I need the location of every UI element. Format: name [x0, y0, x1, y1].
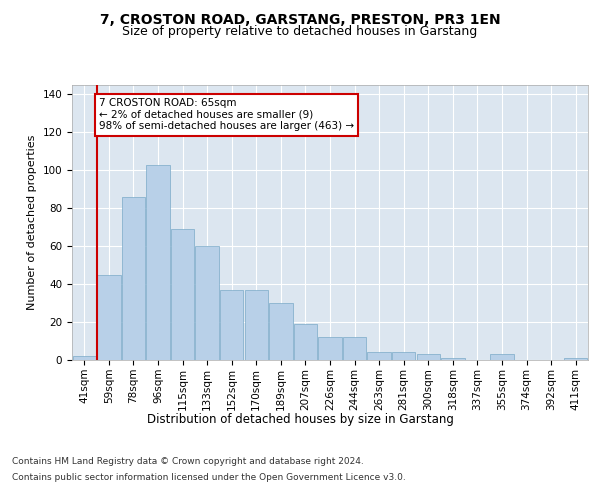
Bar: [343, 337, 366, 360]
Bar: [367, 352, 391, 360]
Bar: [564, 358, 587, 360]
Bar: [294, 324, 317, 360]
Text: Distribution of detached houses by size in Garstang: Distribution of detached houses by size …: [146, 412, 454, 426]
Bar: [73, 356, 96, 360]
Bar: [171, 229, 194, 360]
Bar: [392, 352, 415, 360]
Bar: [245, 290, 268, 360]
Bar: [146, 164, 170, 360]
Text: 7 CROSTON ROAD: 65sqm
← 2% of detached houses are smaller (9)
98% of semi-detach: 7 CROSTON ROAD: 65sqm ← 2% of detached h…: [99, 98, 354, 132]
Bar: [269, 303, 293, 360]
Bar: [220, 290, 244, 360]
Text: 7, CROSTON ROAD, GARSTANG, PRESTON, PR3 1EN: 7, CROSTON ROAD, GARSTANG, PRESTON, PR3 …: [100, 12, 500, 26]
Bar: [490, 354, 514, 360]
Text: Contains public sector information licensed under the Open Government Licence v3: Contains public sector information licen…: [12, 472, 406, 482]
Bar: [196, 246, 219, 360]
Bar: [122, 197, 145, 360]
Text: Contains HM Land Registry data © Crown copyright and database right 2024.: Contains HM Land Registry data © Crown c…: [12, 458, 364, 466]
Y-axis label: Number of detached properties: Number of detached properties: [27, 135, 37, 310]
Text: Size of property relative to detached houses in Garstang: Size of property relative to detached ho…: [122, 25, 478, 38]
Bar: [97, 274, 121, 360]
Bar: [416, 354, 440, 360]
Bar: [319, 337, 341, 360]
Bar: [441, 358, 464, 360]
